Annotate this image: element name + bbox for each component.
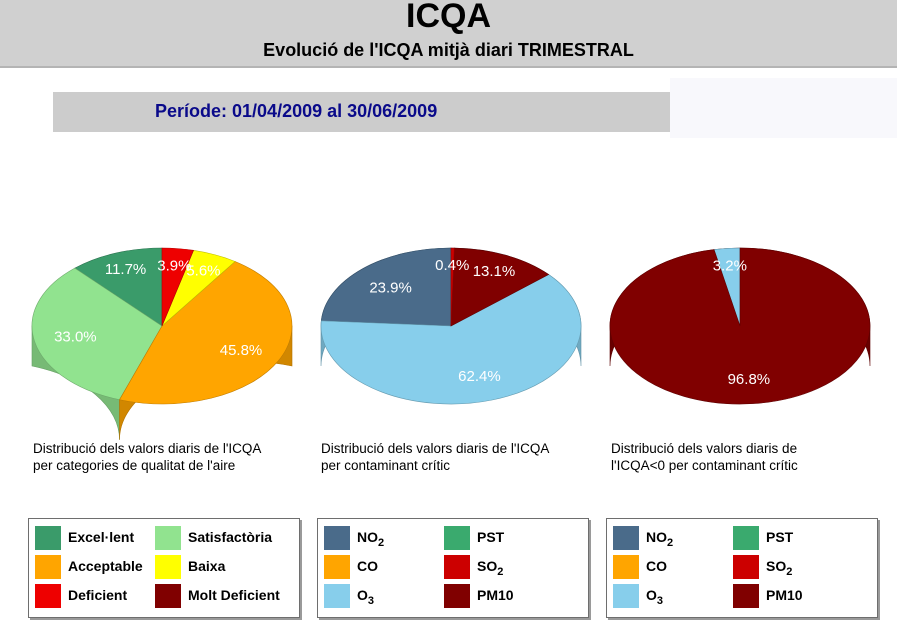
legend-swatch — [444, 584, 470, 608]
legend-swatch — [613, 526, 639, 550]
legend-swatch — [613, 555, 639, 579]
slice-label-pm10: 96.8% — [728, 371, 771, 388]
legend-label: PST — [477, 529, 505, 545]
caption-line: per contaminant crític — [321, 458, 451, 473]
slice-label-satisfact-ria: 33.0% — [54, 329, 97, 346]
legend-swatch — [733, 584, 759, 608]
legend-label: Satisfactòria — [188, 529, 273, 545]
caption-line: Distribució dels valors diaris de l'ICQA — [321, 441, 550, 456]
blank-panel — [670, 78, 897, 138]
slice-pm10 — [609, 247, 871, 405]
period-bar: Període: 01/04/2009 al 30/06/2009 — [53, 92, 670, 132]
slice-satisfact-ria — [31, 267, 163, 401]
legend-air-quality: Excel·lent Satisfactòria Acceptable Baixa De… — [28, 518, 300, 618]
legend-swatch — [155, 584, 181, 608]
slice-label-excel-lent: 11.7% — [105, 261, 146, 278]
page-title: ICQA — [406, 0, 491, 35]
legend-label: Deficient — [68, 587, 128, 603]
slice-no2 — [320, 247, 452, 327]
legend-swatch — [444, 555, 470, 579]
legend-label: O3 — [357, 587, 375, 607]
slice-label-o3: 62.4% — [458, 368, 501, 385]
legend-swatch — [444, 526, 470, 550]
legend-swatch — [155, 555, 181, 579]
slice-label-no2: 23.9% — [369, 279, 412, 296]
legend-label: O3 — [646, 587, 664, 607]
legend-label: PM10 — [477, 587, 514, 603]
slice-label-deficient: 3.9% — [157, 258, 191, 275]
legend-swatch — [324, 555, 350, 579]
legend-label: Molt Deficient — [188, 587, 280, 603]
page-subtitle: Evolució de l'ICQA mitjà diari TRIMESTRA… — [263, 40, 634, 60]
pie-chart-negative-icqa-pollutant: 3.2% 96.8% — [609, 247, 871, 405]
slice-deficient — [161, 247, 194, 327]
legend-label: NO2 — [646, 529, 674, 549]
caption-line: per categories de qualitat de l'aire — [33, 458, 236, 473]
legend-pollutants: NO2 PST CO SO2 O3 PM10 — [317, 518, 589, 618]
legend-label: PM10 — [766, 587, 803, 603]
slice-so2 — [450, 247, 455, 327]
legend-label: SO2 — [766, 558, 793, 578]
slice-label-baixa: 5.6% — [186, 262, 220, 279]
legend-label: SO2 — [477, 558, 504, 578]
caption-chart-1: Distribució dels valors diaris de l'ICQA… — [33, 440, 261, 474]
caption-chart-3: Distribució dels valors diaris de l'ICQA… — [611, 440, 798, 474]
legend-swatch — [733, 555, 759, 579]
legend-label: PST — [766, 529, 794, 545]
legend-pollutants-negative: NO2 PST CO SO2 O3 PM10 — [606, 518, 878, 618]
legend-label: CO — [357, 558, 378, 574]
slice-label-acceptable: 45.8% — [220, 342, 263, 359]
legend-label: NO2 — [357, 529, 385, 549]
slice-label-so2: 0.4% — [435, 257, 469, 274]
legend-label: CO — [646, 558, 667, 574]
legend-swatch — [35, 555, 61, 579]
legend-swatch — [35, 526, 61, 550]
legend-swatch — [35, 584, 61, 608]
legend-swatch — [324, 526, 350, 550]
legend-label: Excel·lent — [68, 529, 135, 545]
legend-swatch — [613, 584, 639, 608]
pie-chart-air-quality-categories: 11.7% 33.0% 45.8% 5.6%3.9% — [31, 247, 293, 440]
caption-line: l'ICQA<0 per contaminant crític — [611, 458, 798, 473]
slice-pm10 — [450, 247, 550, 327]
pie-chart-critical-pollutant: 23.9% 62.4% 13.1%0.4% — [320, 247, 582, 405]
slice-o3 — [320, 274, 582, 405]
caption-chart-2: Distribució dels valors diaris de l'ICQA… — [321, 440, 549, 474]
slice-label-pm10: 13.1% — [473, 263, 516, 280]
legend-swatch — [733, 526, 759, 550]
slice-acceptable — [119, 261, 293, 405]
slice-excel-lent — [74, 247, 163, 327]
period-label: Període: 01/04/2009 al 30/06/2009 — [155, 101, 438, 121]
slice-label-o3: 3.2% — [713, 257, 747, 274]
legend-label: Baixa — [188, 558, 226, 574]
header-bar: ICQA Evolució de l'ICQA mitjà diari TRIM… — [0, 0, 897, 68]
legend-swatch — [324, 584, 350, 608]
legend-swatch — [155, 526, 181, 550]
legend-label: Acceptable — [68, 558, 143, 574]
caption-line: Distribució dels valors diaris de l'ICQA — [33, 441, 262, 456]
caption-line: Distribució dels valors diaris de — [611, 441, 798, 456]
